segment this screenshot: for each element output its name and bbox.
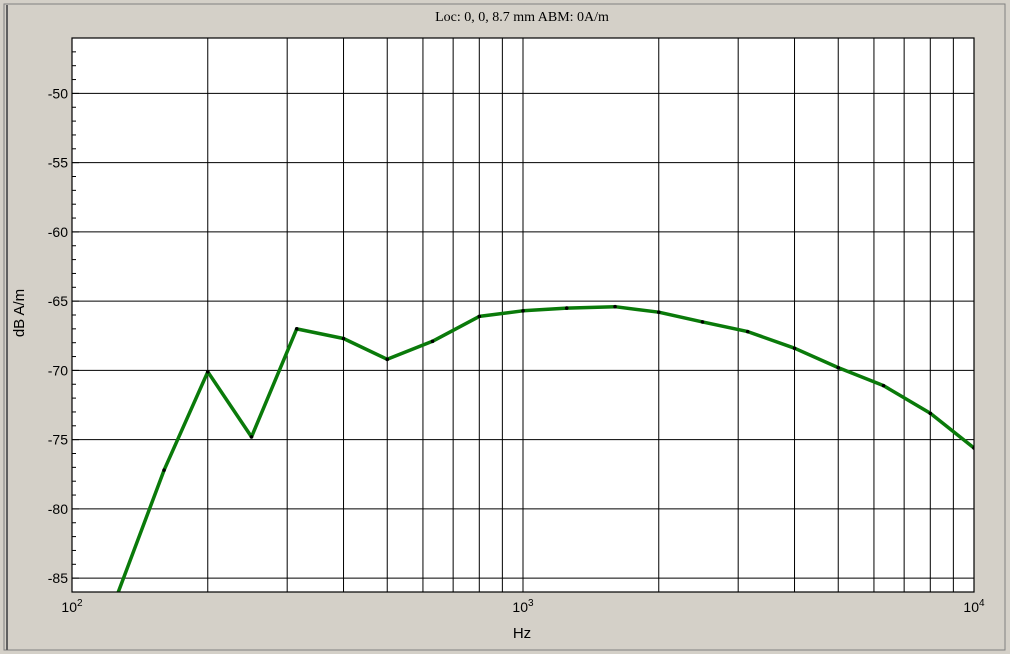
data-point [613, 304, 617, 309]
y-tick-label: -60 [48, 224, 68, 240]
y-tick-label: -80 [48, 501, 68, 517]
x-tick-label: 103 [512, 598, 534, 615]
data-point [430, 339, 435, 344]
y-tick-label: -85 [48, 570, 68, 586]
series-layer [116, 304, 974, 592]
y-tick-label: -65 [48, 293, 68, 309]
data-point [881, 383, 886, 388]
data-point [162, 468, 166, 472]
data-point [521, 309, 525, 313]
data-point [792, 346, 797, 351]
grid-lines [72, 38, 974, 592]
data-point [836, 365, 841, 370]
tick-labels: -50 -55 -60 -65 -70 -75 -80 -85 102 103 104 [48, 51, 985, 615]
y-axis-label: dB A/m [11, 289, 28, 337]
data-point [477, 314, 482, 319]
data-point [385, 357, 390, 362]
data-point [928, 411, 933, 416]
chart-title: Loc: 0, 0, 8.7 mm ABM: 0A/m [435, 10, 609, 25]
series-line [116, 304, 974, 592]
y-tick-label: -50 [48, 85, 68, 101]
x-tick-label: 102 [61, 598, 83, 615]
data-point [700, 320, 705, 324]
data-point [564, 306, 569, 310]
y-tick-label: -75 [48, 432, 68, 448]
data-point [294, 327, 299, 331]
data-point [656, 310, 661, 315]
data-point [341, 336, 346, 341]
data-point [205, 369, 210, 374]
y-tick-label: -70 [48, 362, 68, 378]
data-point [745, 329, 750, 334]
data-point [249, 435, 254, 439]
y-tick-label: -55 [48, 155, 68, 171]
x-axis-label: Hz [513, 625, 531, 642]
x-tick-label: 104 [963, 598, 985, 615]
